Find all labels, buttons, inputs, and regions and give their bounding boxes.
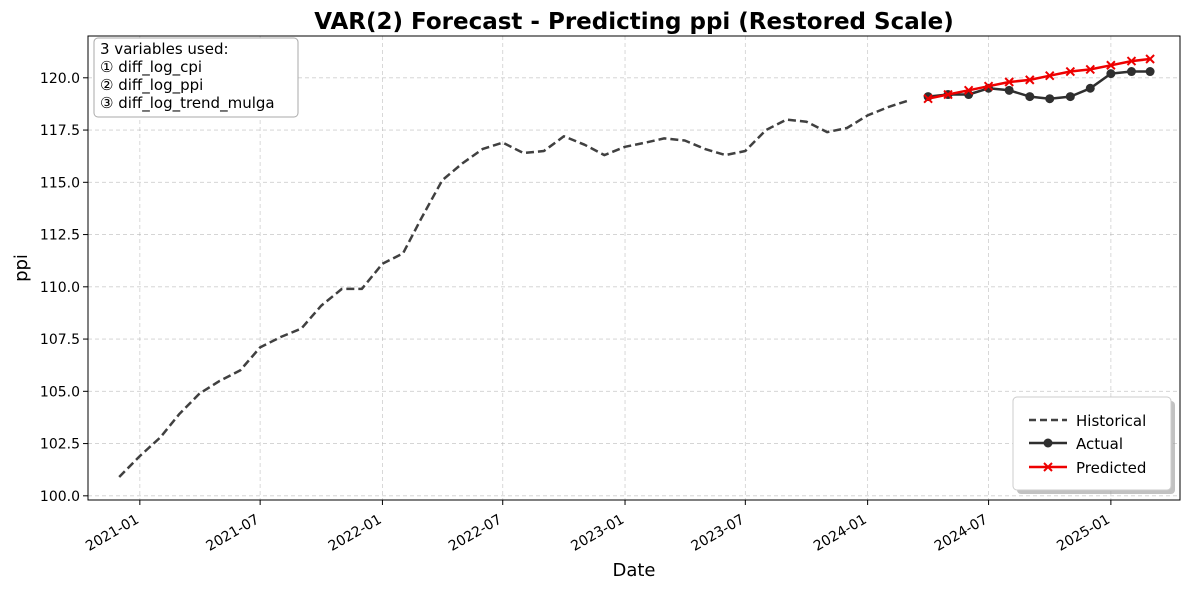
actual-point [1025,92,1035,102]
note-line-3: ② diff_log_ppi [100,76,203,95]
legend: Historical Actual Predicted [1012,396,1175,494]
predicted-point [983,81,994,91]
predicted-point [943,89,953,100]
legend-actual-label: Actual [1076,435,1123,453]
y-tick-label: 107.5 [40,332,80,348]
actual-point [1085,83,1095,93]
predicted-point [1085,64,1095,75]
note-line-1: 3 variables used: [100,40,229,58]
y-tick-label: 100.0 [40,489,80,505]
predicted-point [963,85,974,96]
predicted-point [1025,75,1035,85]
predicted-series-line [927,57,1151,100]
plot-frame [87,35,1181,501]
x-axis-label: Date [612,560,655,581]
chart-title: VAR(2) Forecast - Predicting ppi (Restor… [314,9,953,35]
legend-actual-marker [1043,438,1053,448]
actual-point [1145,67,1155,77]
y-axis-label: ppi [11,254,32,282]
legend-historical-label: Historical [1076,412,1146,430]
y-tick-label: 117.5 [40,123,80,139]
actual-point [1004,85,1014,95]
y-tick-label: 110.0 [40,280,80,296]
predicted-point [1065,66,1076,77]
predicted-point [1126,56,1137,66]
variables-note: 3 variables used: ① diff_log_cpi ② diff_… [93,37,299,118]
predicted-point [1145,54,1155,64]
actual-point [1106,69,1116,79]
actual-point [1065,92,1075,102]
note-line-2: ① diff_log_cpi [100,58,202,77]
y-tick-label: 105.0 [40,384,80,400]
series-layer [118,54,1155,478]
predicted-point [1106,60,1116,70]
actual-point [1126,67,1136,77]
legend-predicted-label: Predicted [1076,459,1146,477]
y-tick-label: 112.5 [40,228,80,244]
legend-predicted-marker [1043,462,1053,472]
predicted-point [1045,71,1055,81]
y-tick-label: 120.0 [40,71,80,87]
variables-note-box [93,37,299,118]
predicted-point [1004,77,1014,87]
note-line-4: ③ diff_log_trend_mulga [100,94,275,113]
y-tick-label: 102.5 [40,437,80,453]
y-tick-label: 115.0 [40,175,80,191]
actual-point [1045,94,1055,104]
predicted-point [923,93,933,104]
